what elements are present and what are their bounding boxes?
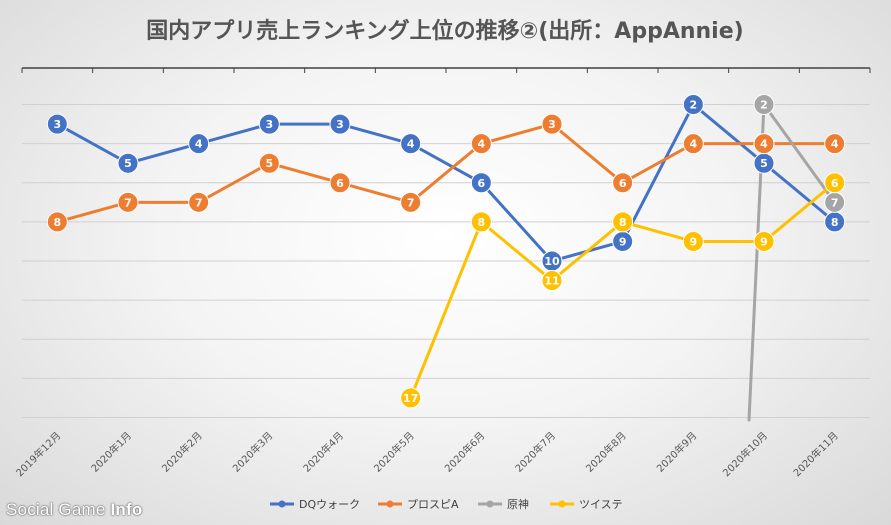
data-label: 7 <box>195 196 203 209</box>
x-tick-label: 2020年4月 <box>300 429 346 475</box>
data-point <box>329 172 351 194</box>
data-label: 7 <box>124 196 132 209</box>
data-point <box>541 113 563 135</box>
data-label: 5 <box>760 157 768 170</box>
data-label: 9 <box>619 235 627 248</box>
data-label: 4 <box>690 138 698 151</box>
data-label: 4 <box>478 138 486 151</box>
x-tick-label: 2020年1月 <box>88 429 134 475</box>
data-label: 5 <box>266 157 274 170</box>
legend-marker <box>278 500 286 508</box>
data-label: 8 <box>619 216 627 229</box>
data-point <box>612 211 634 233</box>
data-label: 6 <box>619 177 627 190</box>
data-point <box>753 94 775 116</box>
data-point <box>188 191 210 213</box>
data-label: 11 <box>544 275 559 288</box>
data-label: 2 <box>690 99 698 112</box>
data-label: 9 <box>690 235 698 248</box>
data-point <box>470 211 492 233</box>
data-point <box>400 191 422 213</box>
data-point <box>470 133 492 155</box>
data-label: 5 <box>124 157 132 170</box>
x-tick-label: 2020年11月 <box>790 429 840 479</box>
legend: DQウォーク プロスピA 原神 ツイステ <box>270 497 623 511</box>
data-label: 4 <box>760 138 768 151</box>
data-point <box>46 211 68 233</box>
data-point <box>682 133 704 155</box>
x-tick-label: 2020年2月 <box>159 429 205 475</box>
data-point <box>541 270 563 292</box>
data-point <box>753 230 775 252</box>
data-label: 6 <box>831 177 839 190</box>
data-point <box>824 133 846 155</box>
chart-title: 国内アプリ売上ランキング上位の推移②(出所：AppAnnie) <box>146 18 743 44</box>
data-label: 3 <box>54 118 62 131</box>
data-point <box>258 113 280 135</box>
series-lines <box>55 103 837 422</box>
data-point <box>682 94 704 116</box>
legend-label: DQウォーク <box>299 498 360 511</box>
data-markers: 3 5 4 3 3 4 6 10 9 2 5 8 8 7 7 5 6 7 4 3 6 4 4 4 2 7 17 8 11 8 9 9 6 <box>46 94 846 409</box>
legend-marker <box>558 500 566 508</box>
gridlines <box>22 104 870 418</box>
data-label: 9 <box>760 235 768 248</box>
data-label: 17 <box>403 392 418 405</box>
data-point <box>329 113 351 135</box>
data-point <box>46 113 68 135</box>
data-label: 4 <box>407 138 415 151</box>
x-tick-label: 2020年10月 <box>720 429 770 479</box>
legend-label: プロスピA <box>407 498 459 511</box>
data-label: 4 <box>831 138 839 151</box>
data-label: 7 <box>831 196 839 209</box>
series-line <box>55 122 837 224</box>
data-label: 8 <box>478 216 486 229</box>
data-label: 7 <box>407 196 415 209</box>
data-point <box>258 152 280 174</box>
x-tick-label: 2020年8月 <box>583 429 629 475</box>
data-point <box>824 172 846 194</box>
legend-marker <box>486 500 494 508</box>
legend-label: 原神 <box>507 497 529 511</box>
data-label: 3 <box>548 118 556 131</box>
data-point <box>470 172 492 194</box>
data-point <box>188 133 210 155</box>
data-label: 4 <box>195 138 203 151</box>
data-label: 3 <box>266 118 274 131</box>
data-label: 8 <box>831 216 839 229</box>
watermark: Social Game Info <box>6 500 143 519</box>
data-label: 8 <box>54 216 62 229</box>
data-label: 3 <box>336 118 344 131</box>
x-tick-label: 2020年6月 <box>442 429 488 475</box>
x-tick-label: 2020年9月 <box>654 429 700 475</box>
data-point <box>400 133 422 155</box>
data-label: 6 <box>478 177 486 190</box>
data-point <box>117 191 139 213</box>
data-point <box>612 172 634 194</box>
data-point <box>400 387 422 409</box>
legend-marker <box>386 500 394 508</box>
data-point <box>682 230 704 252</box>
x-tick-label: 2020年5月 <box>371 429 417 475</box>
data-label: 6 <box>336 177 344 190</box>
axes <box>21 67 871 73</box>
data-label: 10 <box>544 255 560 268</box>
data-point <box>753 133 775 155</box>
x-tick-label: 2020年7月 <box>512 429 558 475</box>
x-tick-label: 2020年3月 <box>230 429 276 475</box>
series-line <box>55 103 837 263</box>
data-point <box>117 152 139 174</box>
legend-label: ツイステ <box>579 498 623 511</box>
x-tick-label: 2019年12月 <box>13 429 63 479</box>
x-axis-tick-labels: 2019年12月 2020年1月 2020年2月 2020年3月 2020年4月 2020… <box>13 429 841 479</box>
data-label: 2 <box>760 99 768 112</box>
